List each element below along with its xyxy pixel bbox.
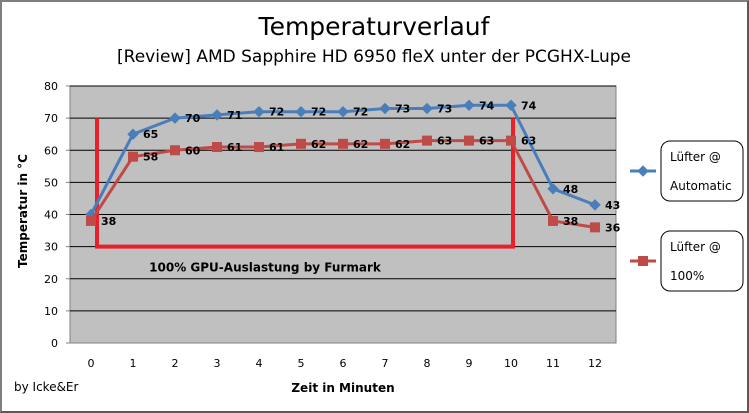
data-point [254,142,264,153]
legend-label: Lüfter @ [670,150,721,164]
data-label: 61 [269,141,284,154]
data-point [379,102,391,115]
data-label: 62 [311,138,326,151]
data-point [590,222,600,233]
x-tick-label: 7 [382,357,389,370]
chart-title: Temperaturverlauf [258,12,491,41]
y-tick-label: 0 [51,337,58,350]
data-label: 70 [185,112,201,125]
x-tick-label: 4 [256,357,263,370]
data-label: 63 [521,135,536,148]
y-tick-label: 40 [44,209,58,222]
legend-item-100: Lüfter @ 100% [630,230,744,292]
legend-label: 100% [670,269,704,283]
data-label: 71 [227,109,242,122]
data-label: 48 [563,183,578,196]
y-tick-label: 80 [44,80,58,93]
data-point [589,199,601,211]
x-tick-label: 12 [588,357,602,370]
data-label: 73 [437,102,452,115]
data-label: 72 [311,106,326,119]
x-axis-label: Zeit in Minuten [291,381,394,395]
data-point [547,183,559,195]
data-label: 72 [269,106,284,119]
x-tick-label: 8 [424,357,431,370]
data-label: 43 [605,199,620,212]
data-point [212,142,222,153]
gpu-load-bracket [95,118,515,249]
x-tick-label: 0 [88,357,95,370]
chart-subtitle: [Review] AMD Sapphire HD 6950 fleX unter… [117,47,631,67]
legend-label: Lüfter @ [670,240,721,254]
data-label: 63 [437,135,452,148]
data-label: 60 [185,144,201,157]
data-point [548,215,558,226]
legend-item-automatic: Lüfter @ Automatic [630,140,744,202]
data-point [128,151,138,162]
data-point [464,135,474,146]
data-point [86,215,96,226]
data-point [253,105,265,118]
data-point [463,99,475,111]
data-label: 36 [605,221,621,234]
data-point [338,138,348,149]
data-point [421,102,433,115]
data-label: 72 [353,106,368,119]
data-point [296,138,306,149]
data-point [170,145,180,156]
data-label: 62 [353,138,368,151]
y-tick-label: 50 [44,176,58,189]
x-tick-label: 3 [214,357,221,370]
x-tick-label: 10 [504,357,518,370]
x-tick-label: 1 [130,357,137,370]
data-point [127,128,139,140]
data-label: 74 [521,99,537,112]
data-label: 38 [563,215,578,228]
data-point [380,138,390,149]
y-tick-label: 10 [44,305,58,318]
legend-marker [638,256,648,266]
credit-text: by Icke&Er [14,380,79,394]
x-tick-label: 6 [340,357,347,370]
data-label: 65 [143,128,158,141]
y-tick-label: 60 [44,144,58,157]
data-point [506,135,516,146]
x-tick-label: 11 [546,357,560,370]
data-label: 73 [395,102,410,115]
x-tick-label: 5 [298,357,305,370]
y-tick-label: 20 [44,273,58,286]
data-label: 74 [479,99,495,112]
data-point [295,105,307,118]
data-point [422,135,432,146]
gpu-load-annotation: 100% GPU-Auslastung by Furmark [149,261,382,275]
y-axis-label: Temperatur in °C [16,154,30,268]
data-label: 61 [227,141,242,154]
legend-marker [637,165,649,177]
data-point [169,112,181,124]
legend-box [660,140,744,202]
legend-box [660,230,744,292]
data-point [337,105,349,118]
y-tick-label: 70 [44,112,58,125]
data-label: 38 [101,215,116,228]
data-point [505,99,517,111]
data-label: 58 [143,151,158,164]
data-label: 62 [395,138,410,151]
y-tick-label: 30 [44,241,58,254]
data-point [211,109,223,121]
data-label: 63 [479,135,494,148]
x-tick-label: 9 [466,357,473,370]
x-tick-label: 2 [172,357,179,370]
legend-label: Automatic [670,179,732,193]
